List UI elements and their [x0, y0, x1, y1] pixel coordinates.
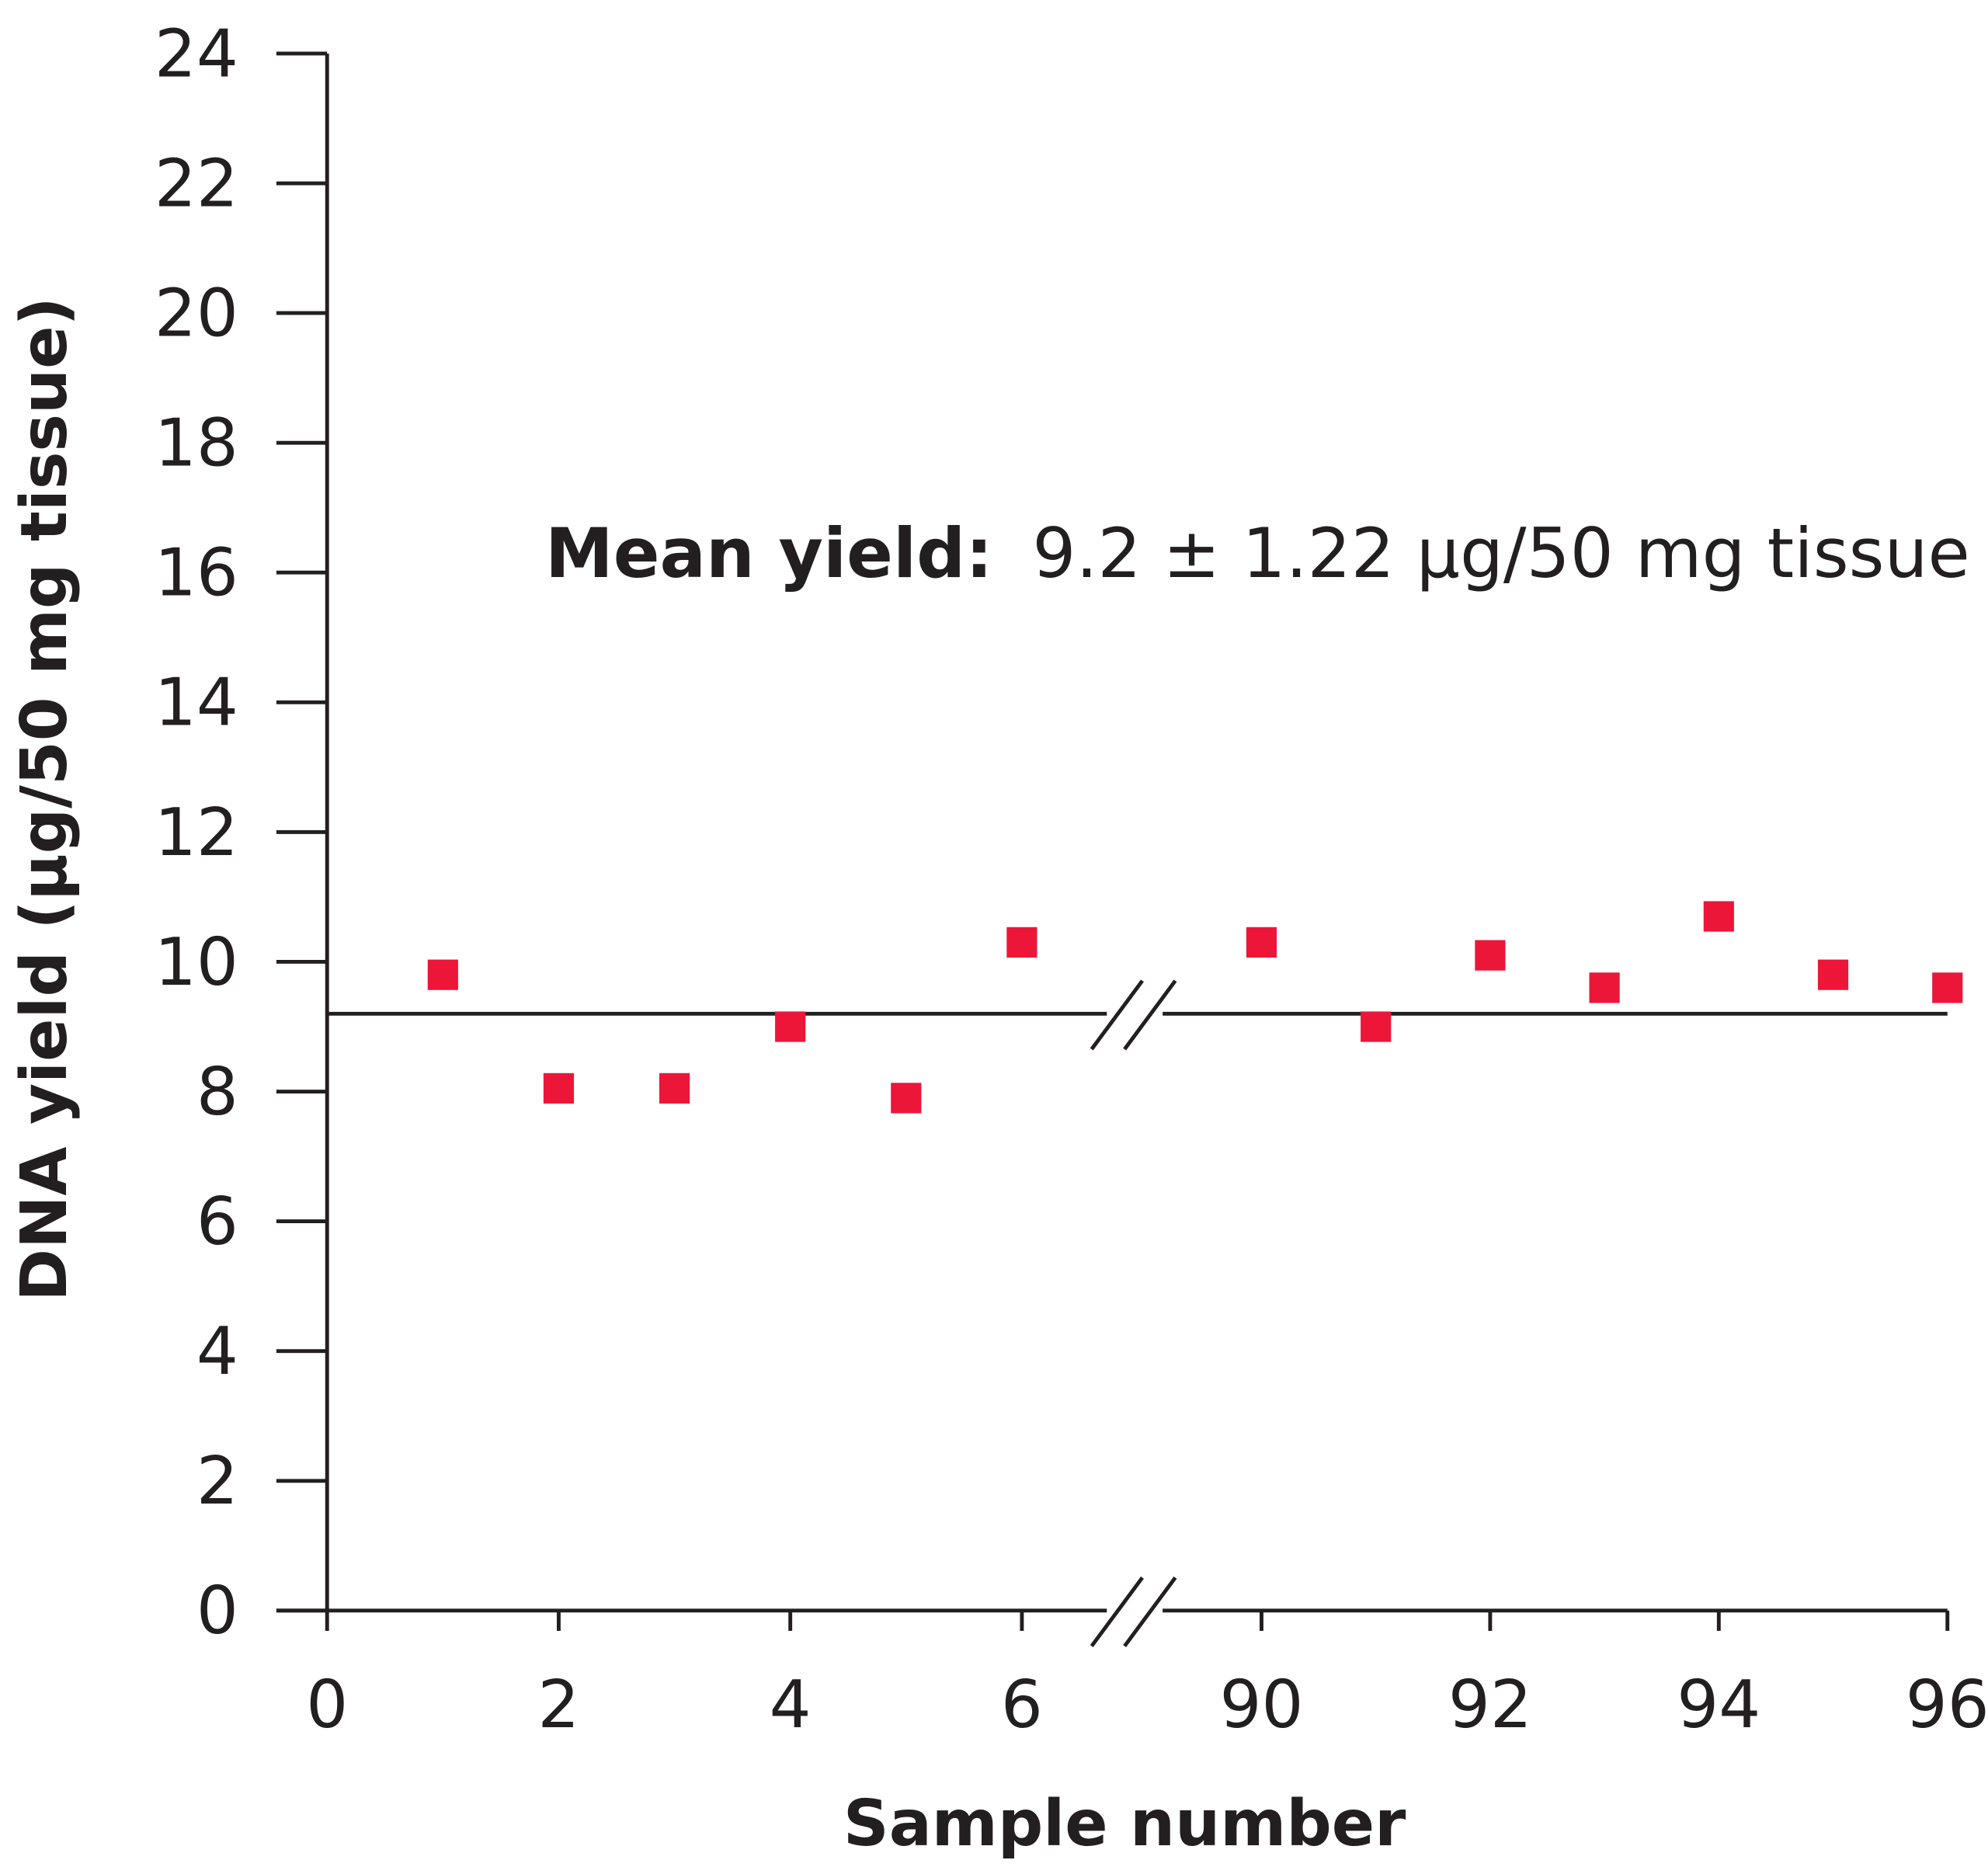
data-point: [427, 959, 458, 990]
y-tick-label: 16: [155, 535, 238, 612]
data-point: [1006, 927, 1037, 958]
y-tick-label: 10: [155, 924, 238, 1001]
data-point: [1361, 1011, 1392, 1042]
y-tick-label: 24: [155, 16, 238, 92]
y-tick-label: 6: [196, 1184, 238, 1260]
x-axis-title: Sample number: [843, 1787, 1406, 1861]
data-point: [1703, 901, 1734, 932]
axis-break-mark: [1123, 1576, 1177, 1648]
y-axis-title: DNA yield (µg/50 mg tissue): [8, 297, 82, 1301]
mean-yield-annotation: Mean yield: 9.2 ± 1.22 µg/50 mg tissue: [545, 513, 1970, 593]
y-tick-label: 0: [196, 1573, 238, 1650]
x-tick-label: 2: [537, 1667, 579, 1744]
y-tick-label: 8: [196, 1054, 238, 1131]
axis-break-mark: [1123, 979, 1177, 1051]
x-tick-label: 0: [306, 1667, 348, 1744]
axis-break-mark: [1090, 979, 1144, 1051]
data-point: [775, 1011, 806, 1042]
data-point: [1932, 972, 1963, 1003]
data-points: [427, 901, 1963, 1114]
mean-yield-label: Mean yield:: [545, 513, 993, 593]
mean-yield-value: 9.2 ± 1.22 µg/50 mg tissue: [1032, 513, 1969, 593]
data-point: [1246, 927, 1277, 958]
x-tick-label: 94: [1677, 1667, 1760, 1744]
y-tick-label: 20: [155, 275, 238, 352]
data-point: [1817, 959, 1849, 990]
y-tick-label: 2: [196, 1443, 238, 1520]
y-tick-label: 4: [196, 1313, 238, 1390]
data-point: [543, 1073, 575, 1104]
y-tick-label: 18: [155, 405, 238, 482]
data-point: [659, 1073, 690, 1104]
x-tick-label: 6: [1001, 1667, 1043, 1744]
x-axis-ticks: 0 2 4 6 90 92 94 96: [306, 1610, 1988, 1744]
x-tick-label: 92: [1448, 1667, 1532, 1744]
x-tick-label: 90: [1219, 1667, 1303, 1744]
y-tick-label: 12: [155, 794, 238, 871]
data-point: [1475, 940, 1506, 971]
data-point: [1589, 972, 1620, 1003]
y-tick-label: 14: [155, 665, 238, 742]
x-tick-label: 4: [770, 1667, 812, 1744]
axis-break-mark: [1090, 1576, 1144, 1648]
data-point: [891, 1083, 922, 1114]
axes: [276, 53, 1948, 1648]
x-tick-label: 96: [1906, 1667, 1988, 1744]
y-tick-label: 22: [155, 145, 238, 222]
